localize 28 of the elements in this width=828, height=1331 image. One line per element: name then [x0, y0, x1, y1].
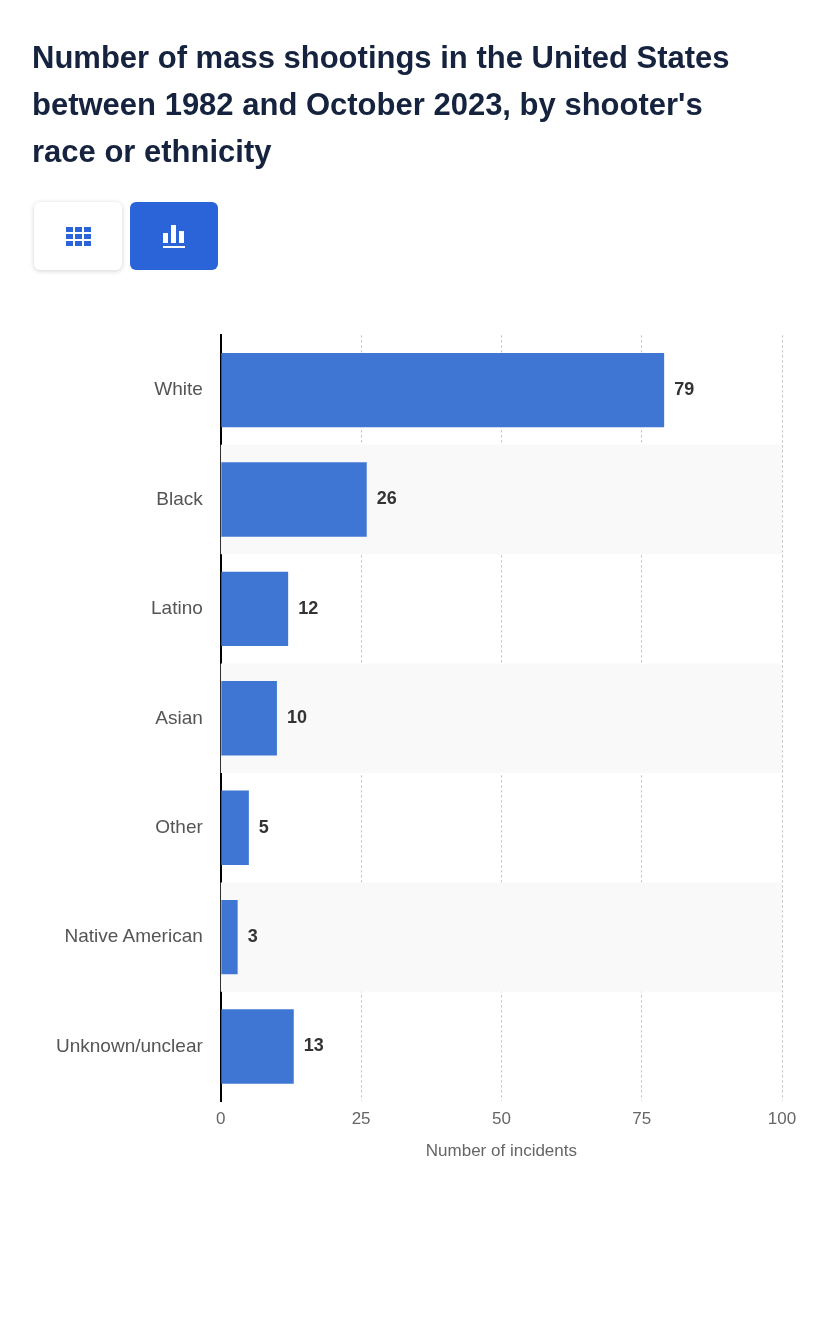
chart-title: Number of mass shootings in the United States between 1982 and October 2023, by shooter's race or ethnicity [32, 39, 731, 171]
x-tick-label: 75 [632, 1109, 652, 1129]
data-label: 26 [376, 488, 397, 509]
bar [221, 790, 249, 865]
bar [221, 1009, 294, 1084]
data-label: 10 [286, 707, 307, 728]
x-tick-label: 100 [767, 1109, 797, 1129]
x-tick-label: 50 [491, 1109, 511, 1129]
y-tick-label: Latino [151, 597, 203, 619]
bar [221, 352, 665, 428]
data-label: 3 [247, 926, 258, 947]
bar [221, 571, 289, 647]
x-tick-label: 25 [351, 1109, 371, 1129]
data-label: 79 [674, 379, 695, 400]
bar [221, 462, 367, 537]
y-tick-label: Unknown/unclear [55, 1034, 204, 1056]
x-axis-title: Number of incidents [425, 1141, 577, 1161]
y-tick-label: Asian [155, 706, 203, 728]
x-tick-label: 0 [216, 1109, 226, 1129]
bar [221, 681, 277, 756]
y-tick-label: Black [156, 487, 204, 509]
bar [221, 899, 238, 975]
y-tick-label: Other [155, 815, 204, 837]
data-label: 5 [258, 816, 269, 837]
y-tick-label: White [154, 378, 203, 400]
data-label: 13 [303, 1035, 324, 1056]
data-label: 12 [298, 597, 319, 618]
y-tick-label: Native American [64, 925, 203, 947]
